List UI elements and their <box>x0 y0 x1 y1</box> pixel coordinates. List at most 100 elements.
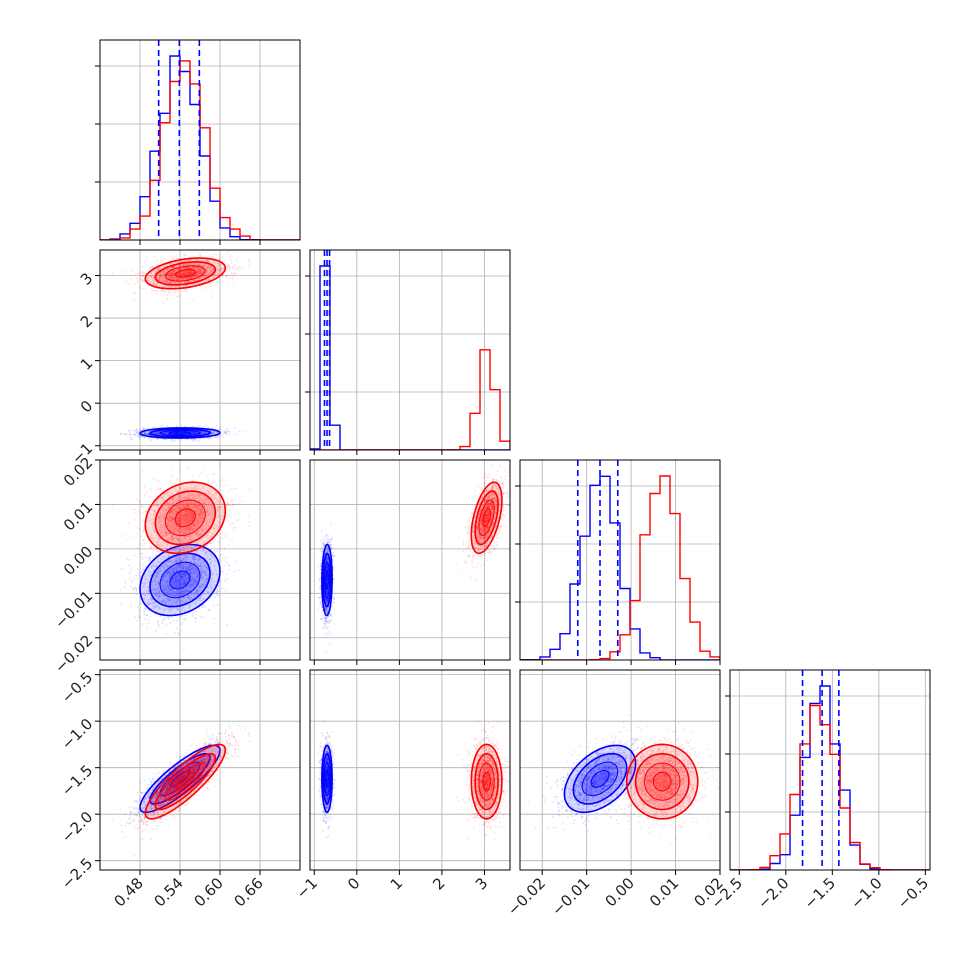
scatter-point <box>248 514 250 516</box>
scatter-point <box>140 565 142 567</box>
scatter-point <box>217 282 219 284</box>
scatter-point <box>200 616 202 618</box>
scatter-point <box>187 288 189 290</box>
scatter-point <box>135 430 137 432</box>
scatter-point <box>219 554 221 556</box>
scatter-point <box>142 279 144 281</box>
scatter-point <box>156 289 158 291</box>
scatter-point <box>195 610 197 612</box>
scatter-point <box>232 276 234 278</box>
scatter-point <box>165 633 167 635</box>
scatter-point <box>230 272 232 274</box>
scatter-point <box>142 558 144 560</box>
scatter-point <box>228 263 230 265</box>
scatter-point <box>203 438 205 440</box>
scatter-point <box>195 621 197 623</box>
scatter-point <box>125 280 127 282</box>
scatter-point <box>223 565 225 567</box>
scatter-point <box>137 607 139 609</box>
scatter-point <box>218 541 220 543</box>
scatter-point <box>197 440 199 442</box>
scatter-point <box>130 279 132 281</box>
scatter-point <box>217 591 219 593</box>
scatter-point <box>227 277 229 279</box>
scatter-point <box>156 260 158 262</box>
scatter-point <box>147 557 149 559</box>
scatter-point <box>225 273 227 275</box>
scatter-point <box>224 548 226 550</box>
scatter-point <box>230 259 232 261</box>
scatter-point <box>191 287 193 289</box>
scatter-point <box>138 577 140 579</box>
scatter-point <box>175 255 177 257</box>
scatter-point <box>165 557 167 559</box>
scatter-point <box>130 586 132 588</box>
scatter-point <box>166 299 168 301</box>
scatter-point <box>161 425 163 427</box>
scatter-point <box>130 270 132 272</box>
scatter-point <box>225 484 227 486</box>
scatter-point <box>140 435 142 437</box>
scatter-point <box>141 272 143 274</box>
scatter-point <box>136 620 138 622</box>
scatter-point <box>156 555 158 557</box>
scatter-point <box>193 572 195 574</box>
scatter-point <box>150 439 152 441</box>
scatter-point <box>143 428 145 430</box>
scatter-point <box>137 568 139 570</box>
scatter-point <box>150 490 152 492</box>
scatter-point <box>142 623 144 625</box>
panel-1-0 <box>100 248 300 450</box>
scatter-point <box>226 624 228 626</box>
scatter-point <box>185 426 187 428</box>
scatter-point <box>237 519 239 521</box>
scatter-point <box>141 470 143 472</box>
scatter-point <box>157 438 159 440</box>
scatter-point <box>202 468 204 470</box>
scatter-point <box>171 255 173 257</box>
scatter-point <box>131 439 133 441</box>
scatter-point <box>179 633 181 635</box>
scatter-point <box>129 434 131 436</box>
scatter-point <box>209 609 211 611</box>
scatter-point <box>185 618 187 620</box>
scatter-point <box>226 428 228 430</box>
scatter-point <box>153 290 155 292</box>
scatter-point <box>199 441 201 443</box>
scatter-point <box>215 253 217 255</box>
scatter-point <box>215 436 217 438</box>
scatter-point <box>162 619 164 621</box>
scatter-point <box>173 620 175 622</box>
scatter-point <box>129 565 131 567</box>
scatter-point <box>146 614 148 616</box>
scatter-point <box>248 259 250 261</box>
scatter-point <box>139 287 141 289</box>
scatter-point <box>133 589 135 591</box>
scatter-point <box>161 622 163 624</box>
scatter-point <box>228 270 230 272</box>
scatter-point <box>183 253 185 255</box>
scatter-point <box>167 292 169 294</box>
scatter-point <box>145 292 147 294</box>
scatter-point <box>135 587 137 589</box>
scatter-point <box>227 563 229 565</box>
scatter-point <box>181 425 183 427</box>
scatter-point <box>130 438 132 440</box>
scatter-point <box>227 274 229 276</box>
scatter-point <box>164 292 166 294</box>
scatter-point <box>145 288 147 290</box>
scatter-point <box>138 614 140 616</box>
scatter-point <box>201 606 203 608</box>
scatter-point <box>248 521 250 523</box>
scatter-point <box>158 624 160 626</box>
scatter-point <box>143 540 145 542</box>
scatter-point <box>143 610 145 612</box>
scatter-point <box>244 543 246 545</box>
scatter-point <box>212 289 214 291</box>
scatter-point <box>179 556 181 558</box>
scatter-point <box>225 561 227 563</box>
scatter-point <box>229 268 231 270</box>
panel-2-0 <box>100 459 300 660</box>
scatter-point <box>139 279 141 281</box>
scatter-point <box>135 273 137 275</box>
